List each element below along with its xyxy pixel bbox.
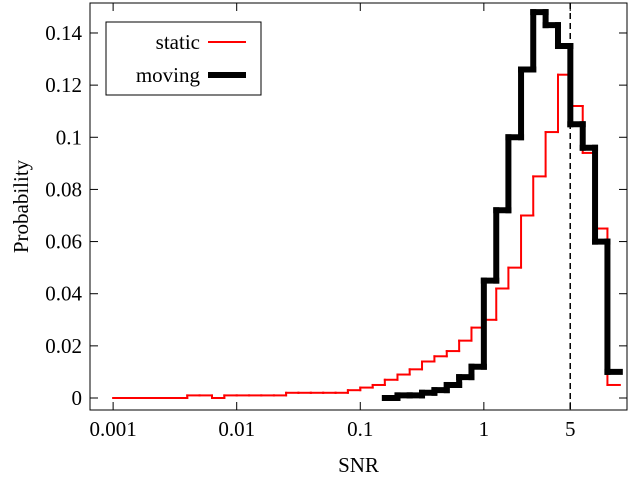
y-tick-label: 0.06 bbox=[45, 230, 82, 254]
series-1 bbox=[381, 9, 623, 402]
y-tick-label: 0.08 bbox=[45, 177, 82, 201]
y-tick-label: 0.1 bbox=[56, 125, 82, 149]
x-tick-label: 1 bbox=[479, 417, 490, 441]
y-tick-label: 0.12 bbox=[45, 73, 82, 97]
legend-box bbox=[105, 21, 262, 96]
y-tick-label: 0.04 bbox=[45, 282, 82, 306]
x-tick-label: 5 bbox=[565, 417, 576, 441]
plot-frame bbox=[89, 2, 628, 411]
x-tick-label: 0.001 bbox=[89, 417, 136, 441]
x-axis-label: SNR bbox=[338, 453, 379, 476]
x-tick-label: 0.1 bbox=[347, 417, 373, 441]
y-tick-label: 0.14 bbox=[45, 21, 82, 45]
series-0 bbox=[112, 73, 621, 400]
x-tick-label: 0.01 bbox=[218, 417, 255, 441]
y-axis-label: Probability bbox=[9, 159, 33, 253]
y-tick-label: 0.02 bbox=[45, 334, 82, 358]
legend-label: moving bbox=[136, 63, 201, 87]
legend-label: static bbox=[156, 30, 200, 54]
y-tick-label: 0 bbox=[72, 386, 83, 410]
